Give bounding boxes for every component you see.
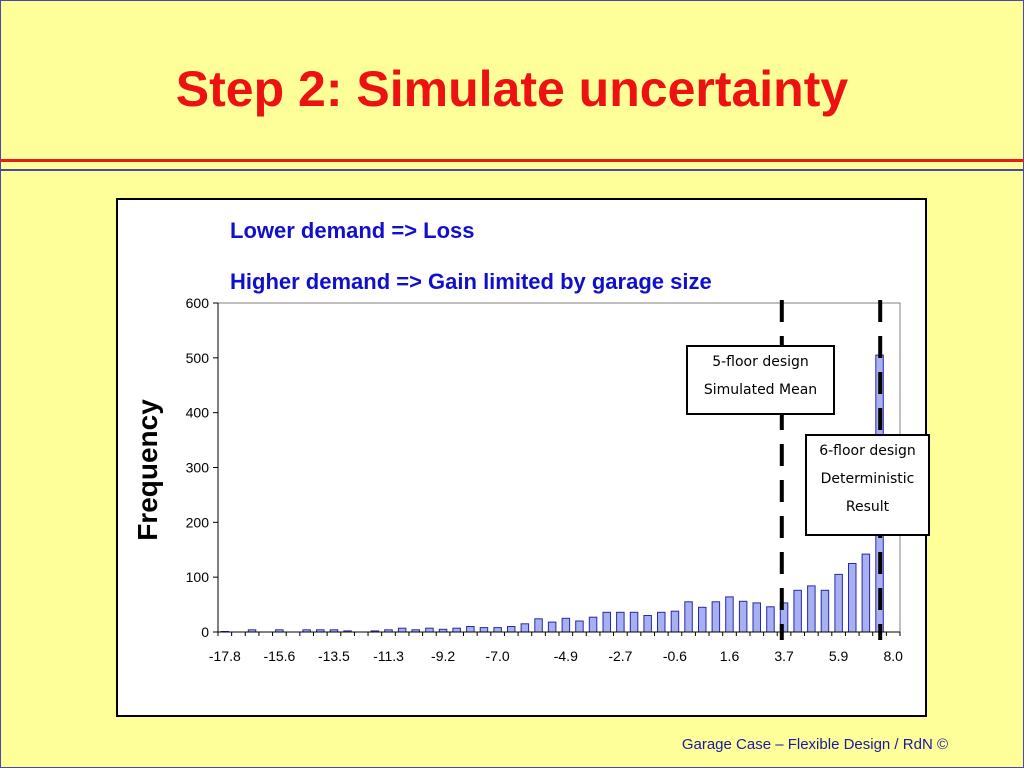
- y-tick-label: 0: [201, 624, 209, 640]
- annotation-higher-demand: Higher demand => Gain limited by garage …: [230, 269, 712, 294]
- callout-five-floor-line1: 5-floor design: [712, 354, 809, 370]
- y-tick-label: 500: [186, 350, 210, 366]
- title-divider-blue: [0, 169, 1024, 171]
- histogram-bar: [793, 589, 802, 633]
- y-tick-label: 400: [186, 405, 210, 421]
- callout-six-floor: 6-floor design Deterministic Result: [805, 434, 930, 536]
- histogram-bar: [861, 553, 871, 633]
- y-tick-label: 600: [186, 295, 210, 311]
- x-tick-label: -17.8: [209, 648, 241, 664]
- callout-six-floor-line2: Deterministic: [820, 471, 915, 487]
- histogram-bar: [807, 585, 816, 633]
- histogram-bar: [752, 602, 761, 633]
- histogram-bar: [507, 626, 516, 633]
- callout-six-floor-line3: Result: [845, 499, 890, 515]
- y-axis-ticks: 0 100 200 300 400 500 600: [186, 295, 218, 640]
- histogram-bar: [820, 589, 830, 633]
- y-tick-label: 300: [186, 460, 210, 476]
- callout-six-floor-line1: 6-floor design: [819, 443, 916, 459]
- callout-five-floor-line2: Simulated Mean: [703, 382, 818, 398]
- histogram-bar: [452, 627, 461, 633]
- histogram-bar: [547, 621, 557, 633]
- x-tick-label: 8.0: [883, 648, 903, 664]
- y-tick-label: 100: [186, 569, 210, 585]
- slide-title: Step 2: Simulate uncertainty: [175, 61, 849, 117]
- histogram-bar: [738, 600, 748, 633]
- footer-credit: Garage Case – Flexible Design / RdN ©: [681, 736, 948, 753]
- x-axis-ticks: -17.8 -15.6 -13.5 -11.3 -9.2 -7.0 -4.9 -2.7 -0.6…: [209, 632, 903, 664]
- x-tick-label: -9.2: [431, 648, 455, 664]
- histogram-bar: [397, 627, 407, 633]
- histogram-bar: [657, 611, 666, 633]
- x-tick-label: 5.9: [829, 648, 849, 664]
- histogram-bar: [534, 618, 543, 633]
- histogram-bar: [425, 627, 434, 633]
- x-tick-label: -15.6: [263, 648, 295, 664]
- histogram-bar: [493, 627, 502, 633]
- histogram-bar: [670, 610, 680, 633]
- histogram-bar: [520, 623, 530, 633]
- histogram-bar: [766, 606, 775, 633]
- x-tick-label: -4.9: [554, 648, 578, 664]
- histogram-bar: [575, 620, 584, 633]
- histogram-bar: [479, 627, 489, 633]
- histogram-bar: [834, 573, 843, 633]
- histogram-bar: [616, 611, 625, 633]
- x-tick-label: -11.3: [373, 648, 404, 664]
- x-tick-label: -2.7: [608, 648, 632, 664]
- histogram-bar: [711, 601, 721, 633]
- y-axis-label: Frequency: [132, 399, 163, 541]
- histogram-bar: [684, 601, 693, 633]
- x-tick-label: -7.0: [486, 648, 510, 664]
- histogram-bar: [602, 611, 611, 633]
- histogram-bar: [848, 563, 857, 633]
- histogram-bar: [643, 615, 652, 633]
- y-tick-label: 200: [186, 514, 210, 530]
- x-tick-label: 3.7: [774, 648, 794, 664]
- histogram-bar: [725, 596, 734, 633]
- x-tick-label: -13.5: [318, 648, 350, 664]
- histogram-bar: [561, 617, 571, 633]
- annotation-lower-demand: Lower demand => Loss: [230, 218, 475, 243]
- callout-five-floor: 5-floor design Simulated Mean: [686, 345, 835, 415]
- histogram-bar: [629, 611, 639, 633]
- histogram-bar: [466, 626, 475, 633]
- x-tick-label: 1.6: [720, 648, 740, 664]
- histogram-bar: [588, 616, 598, 633]
- x-tick-label: -0.6: [663, 648, 687, 664]
- title-divider-red: [0, 159, 1024, 162]
- histogram-bar: [698, 606, 707, 633]
